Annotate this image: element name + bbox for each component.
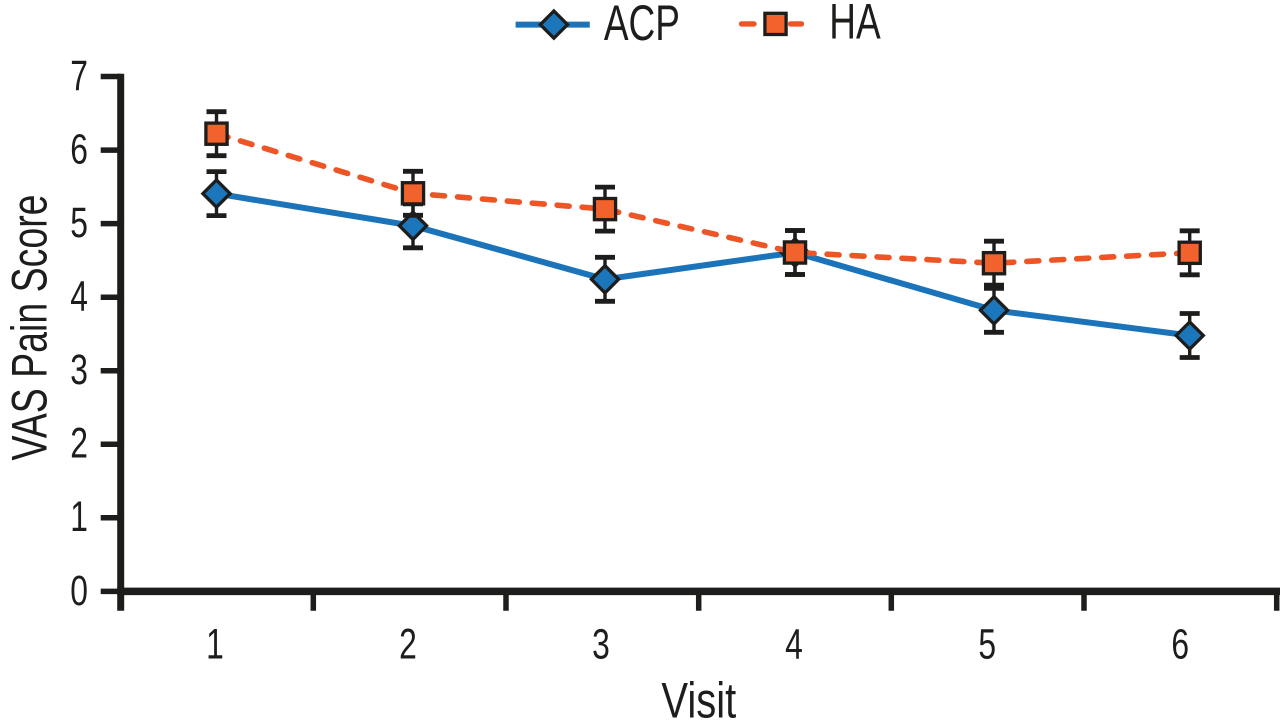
svg-text:5: 5 — [978, 621, 996, 669]
svg-text:4: 4 — [785, 621, 803, 669]
svg-text:Visit: Visit — [661, 672, 736, 725]
svg-text:ACP: ACP — [604, 0, 680, 51]
svg-text:7: 7 — [70, 52, 88, 100]
svg-text:3: 3 — [592, 621, 610, 669]
svg-text:5: 5 — [70, 199, 88, 247]
svg-text:1: 1 — [206, 621, 224, 669]
svg-text:2: 2 — [399, 621, 417, 669]
svg-text:2: 2 — [70, 420, 88, 468]
svg-text:1: 1 — [70, 494, 88, 542]
svg-text:4: 4 — [70, 273, 88, 321]
svg-text:HA: HA — [829, 0, 881, 50]
svg-text:6: 6 — [70, 126, 88, 174]
svg-text:6: 6 — [1171, 621, 1189, 669]
svg-text:VAS Pain Score: VAS Pain Score — [2, 194, 57, 460]
svg-text:3: 3 — [70, 347, 88, 395]
svg-text:0: 0 — [70, 567, 88, 615]
